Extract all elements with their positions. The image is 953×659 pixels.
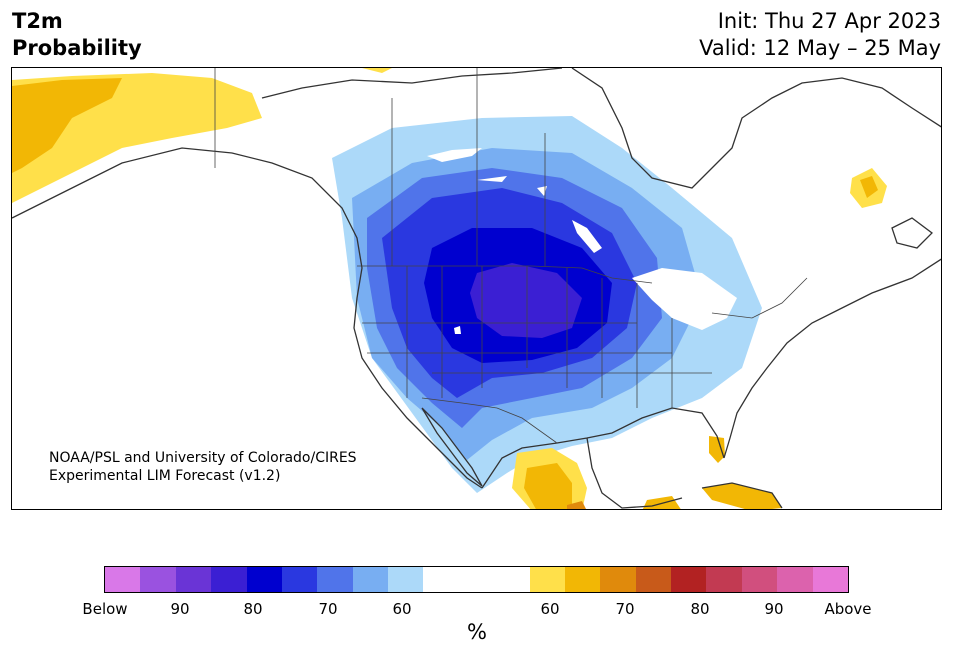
colorbar-segment — [175, 567, 212, 592]
colorbar-unit: % — [467, 620, 487, 644]
colorbar-segment — [529, 567, 565, 592]
coastlines — [12, 68, 941, 509]
title-line-1: T2m — [12, 9, 63, 33]
lake-shape — [454, 326, 461, 334]
valid-date: Valid: 12 May – 25 May — [699, 36, 941, 60]
colorbar-segment — [635, 567, 672, 592]
coastline-gulf — [481, 407, 725, 489]
mexico-warm-core — [524, 463, 572, 509]
lake-shape — [572, 220, 602, 253]
map-canvas — [12, 68, 941, 509]
colorbar-tick-label: 60 — [392, 600, 412, 618]
cold-band-80 — [470, 263, 582, 338]
coastline-mexico — [586, 437, 683, 509]
colorbar-tick-label: 60 — [540, 600, 560, 618]
lake-shape — [477, 176, 507, 182]
colorbar-segment — [564, 567, 601, 592]
border-us-mexico — [421, 397, 558, 444]
credit-line-1: NOAA/PSL and University of Colorado/CIRE… — [49, 450, 357, 466]
alaska-warm-top — [362, 68, 392, 73]
colorbar-segment — [105, 567, 141, 592]
colorbar-segment — [140, 567, 176, 592]
political-borders — [214, 68, 808, 444]
colorbar-tick-label: 80 — [690, 600, 710, 618]
coastline-west — [12, 147, 483, 489]
mexico-warm-hot — [567, 501, 586, 509]
border-us-canada — [357, 265, 653, 284]
labrador-warm-core — [860, 176, 878, 198]
colorbar-segment — [281, 567, 318, 592]
colorbar-tick-label: Above — [824, 600, 872, 618]
forecast-dates: Init: Thu 27 Apr 2023 Valid: 12 May – 25… — [699, 8, 941, 62]
lake-shape — [427, 148, 482, 162]
colorbar-tick-label: 70 — [615, 600, 635, 618]
colorbar-segment — [741, 567, 778, 592]
colorbar-tick-label: 80 — [243, 600, 263, 618]
colorbar-segment — [600, 567, 636, 592]
newfoundland-coast — [891, 217, 933, 249]
lake-shape — [537, 186, 547, 196]
border-us-canada-east — [711, 277, 808, 319]
colorbar-segment — [246, 567, 282, 592]
colorbar-segment — [352, 567, 388, 592]
colorbar-segment — [812, 567, 848, 592]
lake-shape — [632, 268, 737, 330]
colorbar-tick-label: 90 — [764, 600, 784, 618]
coastline-arctic — [261, 68, 563, 99]
forecast-credit: NOAA/PSL and University of Colorado/CIRE… — [49, 449, 357, 485]
colorbar-segment — [317, 567, 353, 592]
forecast-map — [11, 67, 942, 510]
florida-warm-region — [709, 436, 725, 463]
coastline-east — [723, 258, 941, 459]
coastline-hudson — [571, 68, 941, 189]
colorbar-segment — [423, 567, 530, 592]
cuba-warm-region — [702, 483, 782, 509]
baja-coast — [421, 407, 483, 487]
colorbar-tick-label: Below — [82, 600, 128, 618]
probability-colorbar — [104, 566, 849, 593]
title-line-2: Probability — [12, 36, 142, 60]
colorbar-tick-label: 70 — [318, 600, 338, 618]
colorbar-segment — [777, 567, 813, 592]
colorbar-segment — [211, 567, 247, 592]
colorbar-segment — [706, 567, 742, 592]
map-title: T2m Probability — [12, 8, 142, 62]
alaska-warm-core — [12, 78, 122, 173]
credit-line-2: Experimental LIM Forecast (v1.2) — [49, 468, 281, 484]
init-date: Init: Thu 27 Apr 2023 — [717, 9, 941, 33]
colorbar-segment — [388, 567, 424, 592]
colorbar-segment — [671, 567, 707, 592]
colorbar-tick-label: 90 — [170, 600, 190, 618]
cuba-coast — [701, 482, 783, 509]
